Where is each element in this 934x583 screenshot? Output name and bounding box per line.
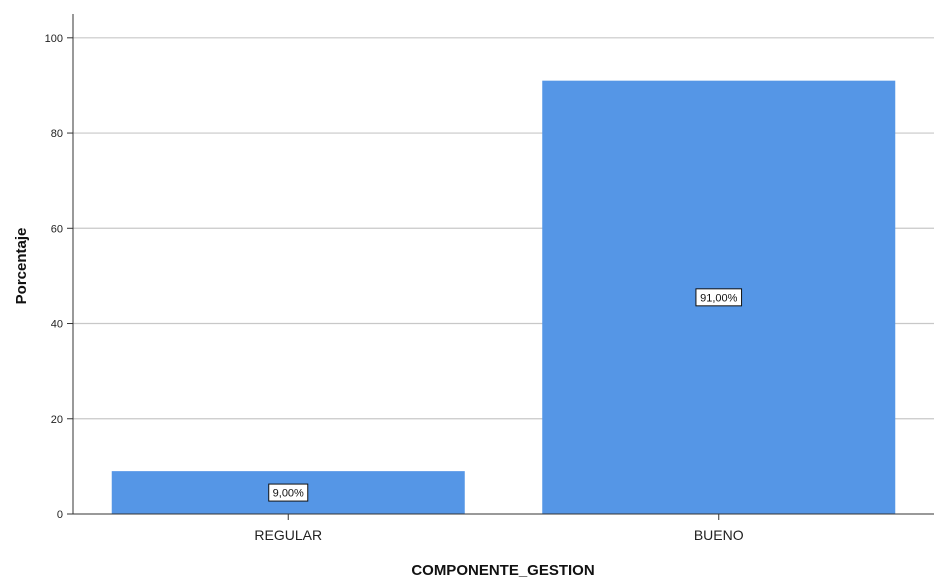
data-labels: 9,00% 91,00% xyxy=(268,288,743,502)
x-tick-label: BUENO xyxy=(694,527,744,543)
data-label-box xyxy=(695,288,743,307)
y-tick-label: 0 xyxy=(57,509,63,521)
y-tick-label: 60 xyxy=(51,223,63,235)
y-tick-labels: 0 20 40 60 80 100 xyxy=(45,33,73,521)
x-axis-title: COMPONENTE_GESTION xyxy=(411,562,594,579)
data-label: 91,00% xyxy=(700,292,738,304)
y-tick-label: 80 xyxy=(51,128,63,140)
x-category-labels: REGULAR BUENO xyxy=(254,514,744,543)
data-label-box xyxy=(268,483,309,502)
axes xyxy=(72,14,934,515)
y-axis-title: Porcentaje xyxy=(13,228,30,305)
data-label: 9,00% xyxy=(273,488,304,500)
y-tick-label: 20 xyxy=(51,414,63,426)
x-tick-label: REGULAR xyxy=(254,527,322,543)
y-tick-label: 40 xyxy=(51,319,63,331)
y-tick-label: 100 xyxy=(45,33,63,45)
bars xyxy=(111,80,896,515)
